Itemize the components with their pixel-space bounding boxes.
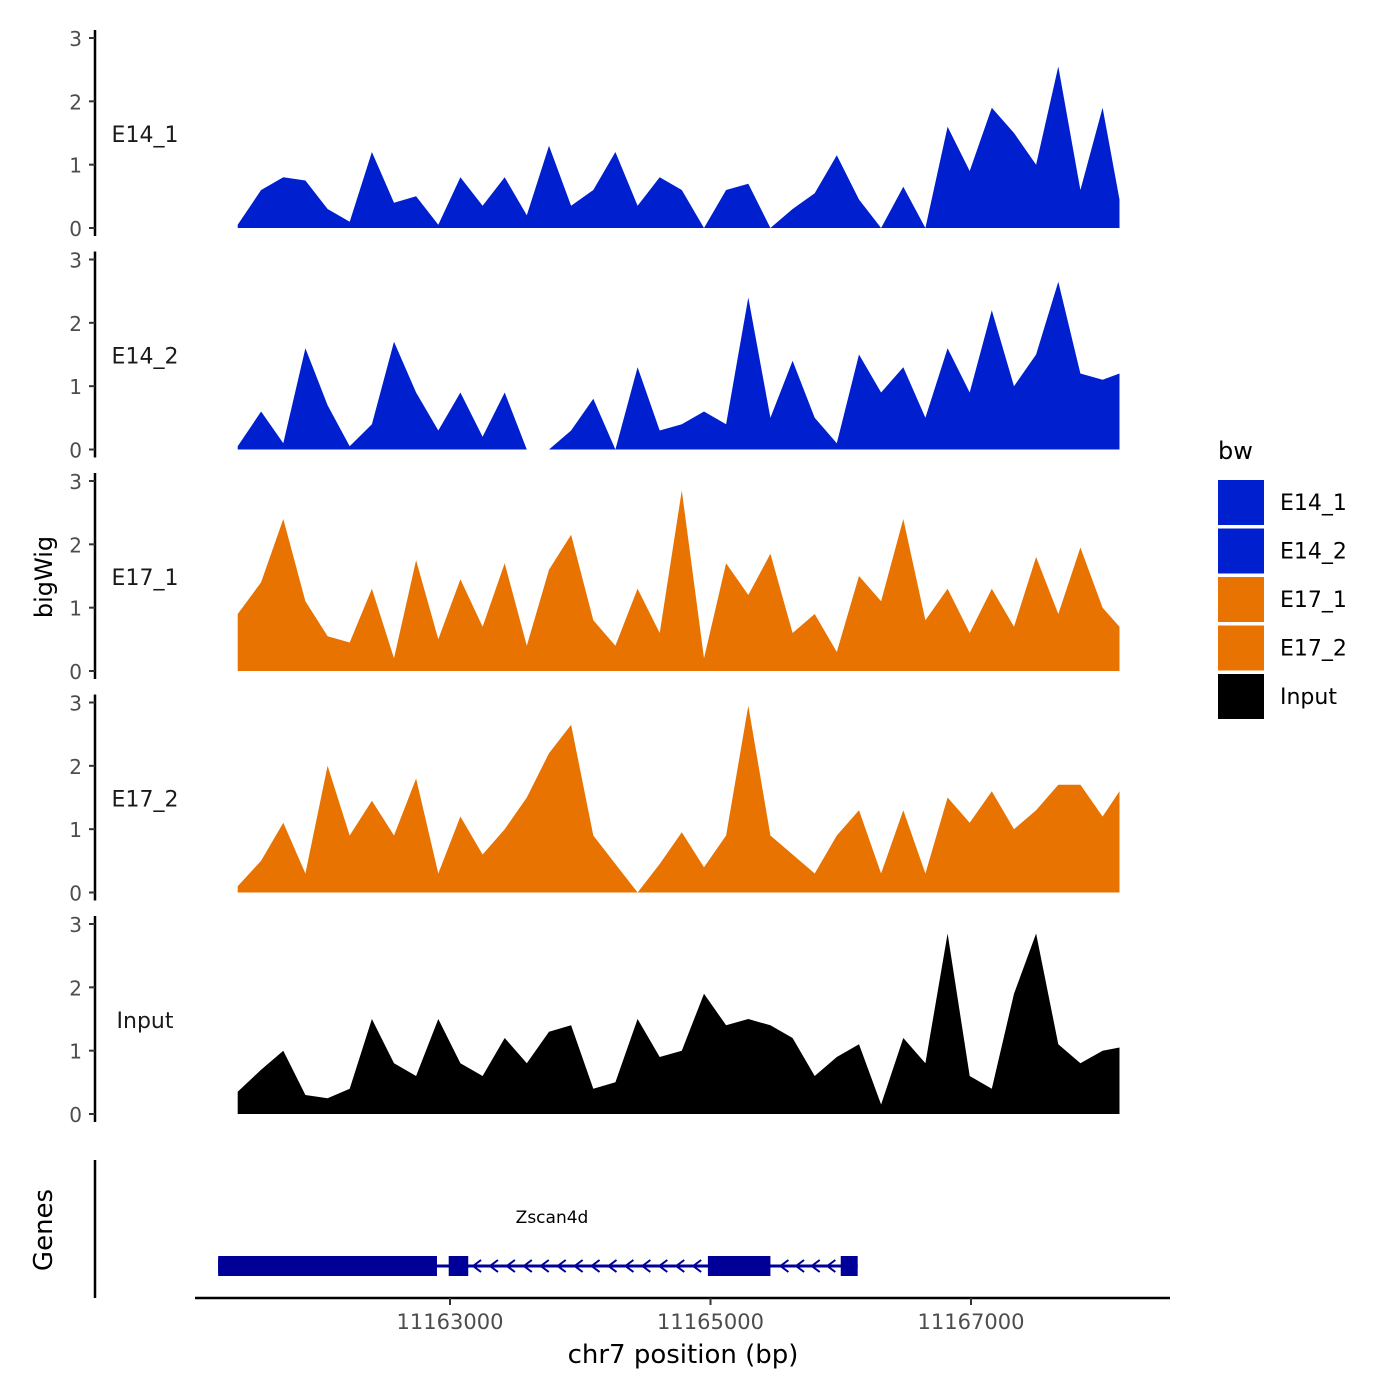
legend-label: E14_1 — [1280, 491, 1347, 516]
y-tick-label: 2 — [69, 90, 82, 114]
strand-arrow — [640, 1259, 651, 1273]
strand-arrow — [589, 1259, 601, 1273]
gene-name-label: Zscan4d — [516, 1208, 589, 1228]
x-tick-label: 11165000 — [657, 1310, 764, 1334]
gene-exon — [707, 1256, 771, 1276]
y-tick-label: 3 — [69, 27, 82, 51]
y-tick-label: 2 — [69, 755, 82, 779]
y-tick-label: 1 — [69, 1040, 82, 1064]
strand-arrow — [505, 1259, 516, 1273]
strand-arrow — [488, 1259, 499, 1273]
y-tick-label: 0 — [69, 660, 82, 684]
y-tick-label: 1 — [69, 818, 82, 842]
signal-area-E17_2 — [237, 705, 1120, 893]
strand-arrow — [471, 1259, 482, 1273]
strand-arrow — [623, 1259, 635, 1273]
strand-arrow — [825, 1259, 836, 1273]
y-tick-label: 0 — [69, 1103, 82, 1127]
y-tick-label: 3 — [69, 249, 82, 273]
legend-swatch-E17_1 — [1218, 577, 1264, 622]
strand-arrow — [778, 1259, 790, 1273]
legend-swatch-E14_1 — [1218, 480, 1264, 525]
y-axis-title: bigWig — [30, 536, 58, 618]
x-tick-label: 11167000 — [918, 1310, 1025, 1334]
strand-arrow — [539, 1259, 550, 1273]
y-tick-label: 0 — [69, 439, 82, 463]
strand-arrow — [810, 1259, 821, 1273]
strand-arrow — [556, 1259, 567, 1273]
legend: bw E14_1 E14_2 E17_1 E17_2 Input — [1218, 437, 1347, 719]
legend-label: E14_2 — [1280, 540, 1347, 565]
legend-swatch-E17_2 — [1218, 625, 1264, 671]
strand-arrow — [522, 1259, 533, 1273]
x-axis-title: chr7 position (bp) — [568, 1340, 799, 1370]
legend-label: E17_2 — [1280, 637, 1347, 662]
track-label: E17_1 — [112, 566, 179, 591]
y-tick-label: 0 — [69, 882, 82, 906]
strand-arrow — [606, 1259, 618, 1273]
y-tick-label: 1 — [69, 154, 82, 178]
x-axis: 11163000 11165000 11167000 — [195, 1296, 1170, 1334]
track-label: Input — [117, 1009, 174, 1034]
legend-swatch-Input — [1218, 674, 1264, 719]
gene-exon — [218, 1256, 437, 1276]
y-tick-label: 3 — [69, 913, 82, 937]
strand-arrow — [572, 1259, 584, 1273]
y-tick-label: 1 — [69, 375, 82, 399]
y-tick-label: 2 — [69, 312, 82, 336]
track-E14_2: 0 1 2 3 E14_2 — [69, 249, 1120, 463]
track-E14_1: 0 1 2 3 E14_1 — [69, 27, 1120, 241]
y-tick-label: 3 — [69, 692, 82, 716]
legend-label: Input — [1280, 685, 1337, 710]
signal-area-E14_1 — [237, 66, 1120, 228]
y-tick-label: 3 — [69, 470, 82, 494]
track-Input: 0 1 2 3 Input — [69, 913, 1120, 1127]
track-E17_1: 0 1 2 3 E17_1 — [69, 470, 1120, 684]
gene-track: Zscan4d — [93, 1160, 858, 1298]
strand-arrow — [657, 1259, 668, 1273]
genes-axis-title: Genes — [29, 1189, 59, 1271]
track-label: E14_1 — [112, 123, 179, 148]
signal-tracks: 0 1 2 3 E14_1 0 1 2 3 E14_2 0 1 2 3 E17_1 0 1 2 3 E17_2 0 1 2 3… — [69, 27, 1120, 1127]
signal-area-E17_1 — [237, 490, 1120, 671]
strand-arrow — [691, 1259, 702, 1273]
y-tick-label: 2 — [69, 533, 82, 557]
legend-swatch-E14_2 — [1218, 528, 1264, 574]
strand-arrow — [674, 1259, 685, 1273]
signal-area-E14_2 — [237, 281, 1120, 450]
x-tick-label: 11163000 — [397, 1310, 504, 1334]
y-tick-label: 2 — [69, 976, 82, 1000]
track-E17_2: 0 1 2 3 E17_2 — [69, 692, 1120, 906]
gene-exon — [840, 1256, 858, 1276]
signal-area-Input — [237, 933, 1120, 1114]
y-tick-label: 1 — [69, 597, 82, 621]
track-label: E14_2 — [112, 345, 179, 370]
strand-arrow — [794, 1259, 805, 1273]
legend-title: bw — [1218, 437, 1253, 465]
legend-label: E17_1 — [1280, 588, 1347, 613]
track-label: E17_2 — [112, 788, 179, 813]
gene-exon — [448, 1256, 469, 1276]
y-tick-label: 0 — [69, 217, 82, 241]
